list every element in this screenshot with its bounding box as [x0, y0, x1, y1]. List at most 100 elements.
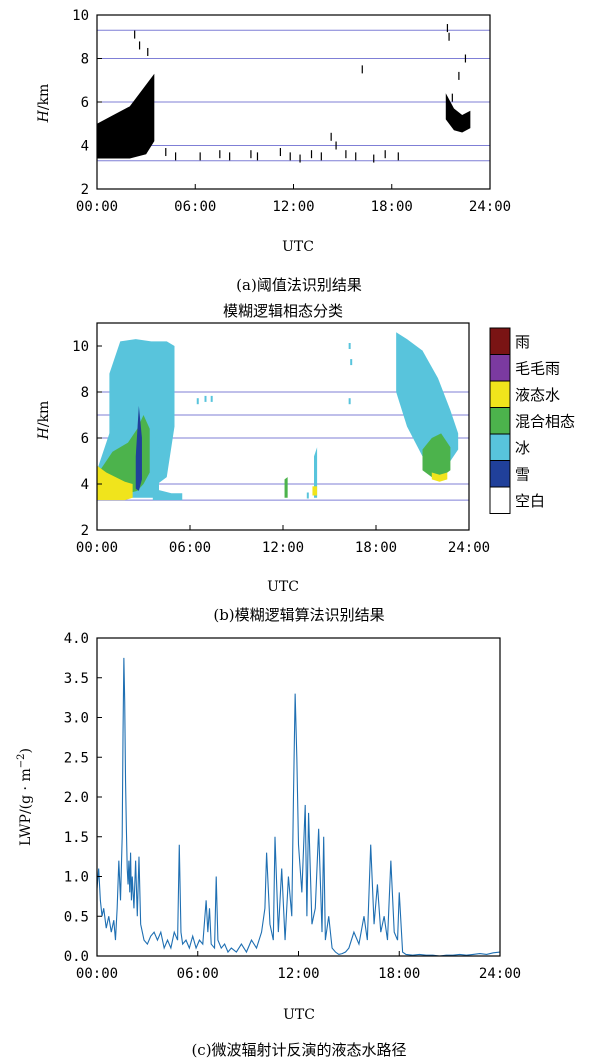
- panel-c-frame: [96, 637, 501, 957]
- echo-point: [451, 93, 453, 102]
- echo-point: [147, 47, 149, 56]
- echo-point: [256, 152, 259, 161]
- legend-swatch: [489, 486, 511, 514]
- legend-label: 毛毛雨: [515, 360, 560, 378]
- echo-point: [199, 152, 201, 161]
- lwp-series-line: [97, 657, 500, 956]
- panel-a-x-tick-label: 18:00: [371, 199, 413, 215]
- legend-label: 液态水: [515, 386, 560, 404]
- echo-point: [355, 152, 357, 161]
- panel-b-y-axis-label: H/km: [36, 401, 52, 441]
- echo-point: [138, 41, 141, 50]
- echo-point: [345, 150, 347, 159]
- echo-point: [320, 152, 322, 161]
- panel-a-x-tick-label: 06:00: [174, 199, 216, 215]
- echo-point: [361, 65, 363, 74]
- phase-region: [422, 433, 451, 478]
- panel-b: 模糊逻辑相态分类 2 4 6 8 10 00:00 06:00 12:00 18:00 24:0…: [36, 302, 575, 624]
- echo-point: [330, 132, 332, 141]
- panel-b-x-axis-label: UTC: [267, 579, 299, 595]
- legend-swatch: [489, 354, 511, 382]
- panel-b-phase-regions: [97, 332, 459, 501]
- panel-a-x-tick-label: 12:00: [272, 199, 314, 215]
- panel-a-y-axis-label: H/km: [36, 84, 52, 124]
- panel-c-y-tick-label: 0.0: [64, 949, 89, 965]
- echo-point: [310, 150, 313, 159]
- panel-c-y-tick-label: 3.0: [64, 711, 89, 727]
- echo-point: [289, 152, 291, 161]
- panel-c-y-tick-label: 0.5: [64, 909, 89, 925]
- panel-b-x-ticks: 00:00 06:00 12:00 18:00 24:00: [76, 525, 490, 556]
- echo-point: [384, 150, 386, 159]
- panel-c-y-tick-label: 4.0: [64, 631, 89, 647]
- phase-region: [396, 332, 459, 466]
- legend-swatch: [489, 460, 511, 488]
- panel-a-y-tick-label: 6: [81, 95, 89, 111]
- echo-point: [250, 150, 252, 159]
- echo-point: [464, 54, 467, 63]
- panel-c-y-axis-label: LWP/(g · m−2): [16, 748, 34, 846]
- panel-a-echo-marks: [97, 24, 471, 163]
- panel-a-caption: (a)阈值法识别结果: [236, 276, 362, 294]
- phase-point: [348, 343, 351, 349]
- echo-point: [134, 30, 136, 39]
- phase-region: [284, 477, 288, 498]
- legend-label: 雪: [515, 466, 530, 484]
- phase-point: [196, 398, 199, 405]
- legend-swatch: [489, 327, 511, 355]
- panel-b-x-tick-label: 12:00: [262, 540, 304, 556]
- panel-c-x-tick-label: 24:00: [479, 966, 521, 982]
- echo-region-late-band: [445, 93, 471, 133]
- echo-point: [175, 152, 177, 161]
- panel-b-x-tick-label: 18:00: [355, 540, 397, 556]
- phase-region: [135, 405, 142, 491]
- legend-label: 雨: [515, 333, 530, 351]
- echo-point: [458, 71, 460, 80]
- panel-c-x-ticks: 00:00 06:00 12:00 18:00 24:00: [76, 951, 521, 982]
- phase-point: [348, 398, 351, 405]
- panel-a-reference-lines: [97, 29, 490, 162]
- phase-point: [350, 359, 353, 366]
- panel-c-y-tick-label: 1.5: [64, 830, 89, 846]
- panel-b-y-tick-label: 8: [81, 385, 89, 401]
- panel-b-x-tick-label: 06:00: [169, 540, 211, 556]
- panel-c-y-tick-label: 2.0: [64, 790, 89, 806]
- panel-c-y-tick-label: 1.0: [64, 870, 89, 886]
- echo-point: [299, 154, 301, 163]
- panel-c-x-tick-label: 06:00: [177, 966, 219, 982]
- panel-a-x-axis-label: UTC: [282, 239, 314, 255]
- panel-a: 2 4 6 8 10 00:00 06:00 12:00 18:00 24:00 H/km UT…: [36, 8, 511, 294]
- phase-region: [431, 472, 448, 482]
- panel-b-caption: (b)模糊逻辑算法识别结果: [213, 606, 384, 624]
- panel-c-x-tick-label: 00:00: [76, 966, 118, 982]
- legend-label: 混合相态: [515, 413, 575, 431]
- legend-swatch: [489, 407, 511, 435]
- phase-point: [204, 395, 207, 402]
- panel-c-y-tick-label: 3.5: [64, 671, 89, 687]
- echo-point: [448, 32, 450, 41]
- panel-b-y-tick-label: 10: [72, 339, 89, 355]
- phase-region: [97, 465, 133, 501]
- panel-a-y-tick-label: 2: [81, 182, 89, 198]
- panel-c: 0.0 0.5 1.0 1.5 2.0 2.5 3.0 3.5 4.0 00:00 06:00 12…: [16, 631, 521, 1059]
- panel-a-y-ticks: 2 4 6 8 10: [72, 8, 102, 198]
- echo-point: [165, 148, 167, 157]
- echo-point: [373, 154, 375, 163]
- panel-c-x-tick-label: 12:00: [277, 966, 319, 982]
- echo-point: [335, 141, 337, 150]
- phase-region: [152, 488, 183, 501]
- echo-region-early-dense: [97, 73, 155, 159]
- panel-a-x-tick-label: 00:00: [76, 199, 118, 215]
- echo-point: [229, 152, 231, 161]
- echo-point: [446, 24, 449, 33]
- legend-label: 空白: [515, 492, 545, 510]
- panel-a-y-tick-label: 10: [72, 8, 89, 24]
- phase-region: [314, 447, 318, 498]
- echo-point: [279, 148, 281, 157]
- phase-point: [306, 492, 309, 499]
- panel-c-caption: (c)微波辐射计反演的液态水路径: [191, 1041, 406, 1059]
- panel-a-y-tick-label: 8: [81, 52, 89, 68]
- panel-b-y-tick-label: 4: [81, 477, 89, 493]
- echo-point: [219, 150, 221, 159]
